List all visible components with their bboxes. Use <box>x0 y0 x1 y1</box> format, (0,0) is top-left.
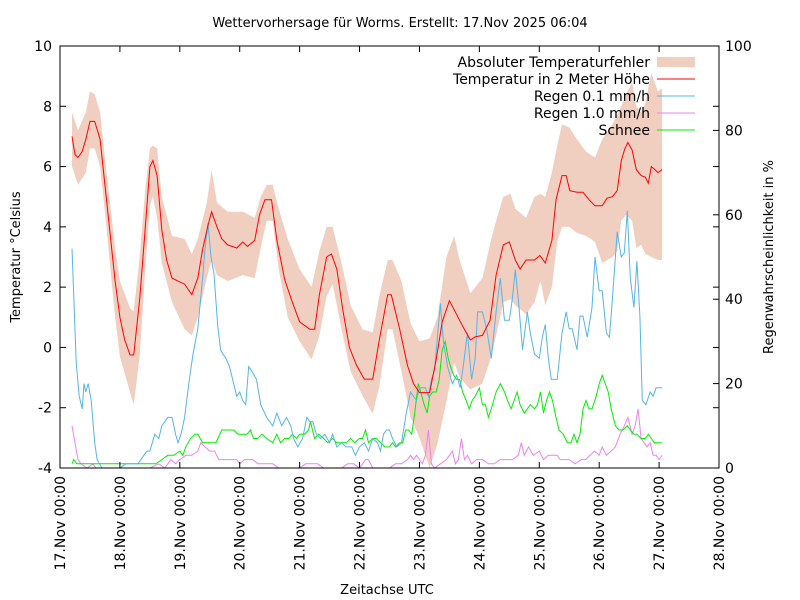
x-tick-label: 21.Nov 00:00 <box>293 476 309 570</box>
y-axis-right: 0 20 40 60 80 100 <box>713 39 752 477</box>
legend-swatch <box>657 57 695 67</box>
y-axis-left: -4 -2 0 2 4 6 8 10 <box>34 39 719 477</box>
y2-tick-label: 0 <box>725 461 734 477</box>
series-line-regen-0-1-mm-h <box>71 210 663 469</box>
y2-tick-label: 40 <box>725 292 743 308</box>
x-tick-label: 25.Nov 00:00 <box>532 476 548 570</box>
x-axis: 17.Nov 00:00 18.Nov 00:00 19.Nov 00:00 20.N… <box>53 46 728 570</box>
x-tick-label: 22.Nov 00:00 <box>353 476 369 570</box>
y2-axis-label: Regenwahrscheinlichkeit in % <box>762 160 777 354</box>
y-tick-label: -4 <box>38 461 52 477</box>
legend-label: Absoluter Temperaturfehler <box>458 55 651 71</box>
x-tick-label: 27.Nov 00:00 <box>652 476 668 570</box>
y-tick-label: 8 <box>43 99 52 115</box>
legend-label: Temperatur in 2 Meter Höhe <box>452 72 650 88</box>
y-tick-label: 4 <box>43 220 52 236</box>
x-tick-label: 24.Nov 00:00 <box>472 476 488 570</box>
series-line-regen-1-0-mm-h <box>71 408 663 469</box>
legend-label: Regen 0.1 mm/h <box>534 89 650 105</box>
error-band-layer <box>72 73 663 468</box>
y-tick-label: 0 <box>43 340 52 356</box>
x-tick-label: 28.Nov 00:00 <box>712 476 728 570</box>
y-tick-label: 2 <box>43 280 52 296</box>
chart-title: Wettervorhersage für Worms. Erstellt: 17… <box>212 16 587 31</box>
y2-tick-label: 100 <box>725 39 752 55</box>
series-lines-layer <box>71 120 663 469</box>
x-axis-label: Zeitachse UTC <box>340 583 434 598</box>
x-tick-label: 19.Nov 00:00 <box>173 476 189 570</box>
x-tick-label: 18.Nov 00:00 <box>113 476 129 570</box>
x-tick-label: 26.Nov 00:00 <box>592 476 608 570</box>
x-tick-label: 20.Nov 00:00 <box>233 476 249 570</box>
y-tick-label: -2 <box>38 401 52 417</box>
y2-tick-label: 20 <box>725 377 743 393</box>
y2-tick-label: 80 <box>725 123 743 139</box>
series-line-schnee <box>71 339 663 465</box>
y-tick-label: 6 <box>43 160 52 176</box>
y2-tick-label: 60 <box>725 208 743 224</box>
plot-frame <box>59 45 720 469</box>
legend-label: Regen 1.0 mm/h <box>534 106 650 122</box>
x-tick-label: 23.Nov 00:00 <box>412 476 428 570</box>
y-axis-label: Temperatur °Celsius <box>9 191 24 324</box>
x-tick-label: 17.Nov 00:00 <box>53 476 69 570</box>
error-band-area <box>72 73 663 468</box>
legend-label: Schnee <box>598 123 650 139</box>
y-tick-label: 10 <box>34 39 52 55</box>
series-line-temperatur-in-2-meter-h-he <box>71 120 663 394</box>
